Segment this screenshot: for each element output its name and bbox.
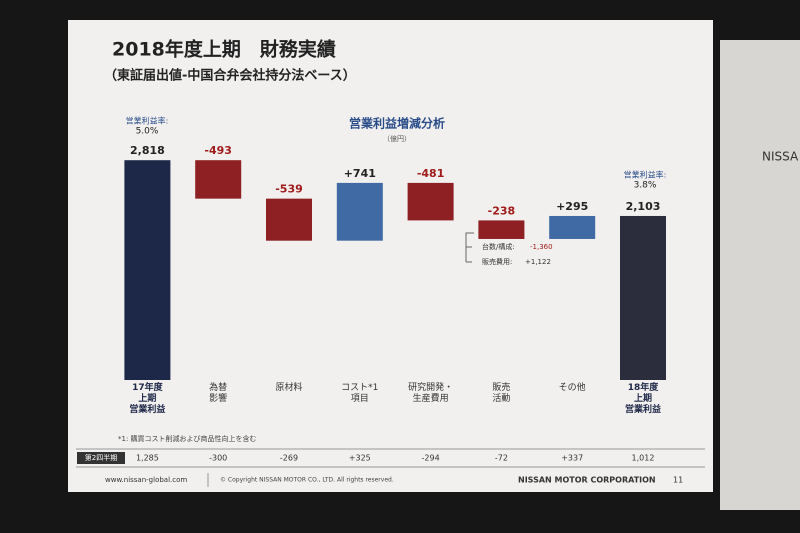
row-value: -300	[209, 454, 227, 463]
value-label: +741	[344, 167, 376, 180]
subtitle: （東証届出値-中国合弁会社持分法ベース）	[104, 68, 356, 84]
breakdown-label: 販売費用:	[482, 257, 512, 266]
x-tick-label: その他	[558, 383, 586, 393]
footnote: *1: 購買コスト削減および商品性向上を含む	[118, 434, 257, 443]
row-value: 1,012	[632, 454, 655, 463]
row-value: -269	[280, 454, 298, 463]
footer-url: www.nissan-global.com	[105, 476, 187, 484]
row-label: 第2四半期	[85, 453, 117, 462]
value-label: -481	[417, 167, 445, 180]
value-label: -493	[204, 144, 232, 157]
x-tick-label: 販売 活動	[492, 383, 511, 404]
breakdown-value: +1,122	[525, 258, 551, 266]
row-label-box	[77, 452, 125, 464]
bar	[478, 220, 525, 239]
unit: （億円）	[383, 134, 411, 143]
row-value: -72	[495, 454, 508, 463]
x-tick-label: 為替 影響	[209, 383, 228, 404]
bracket	[465, 232, 474, 263]
row-value: -294	[422, 454, 440, 463]
x-tick-label: 研究開発・ 生産費用	[408, 383, 454, 404]
x-tick-label: コスト*1 項目	[341, 383, 379, 404]
margin-note: 5.0%	[136, 127, 159, 137]
value-label: 2,818	[130, 144, 165, 157]
bar	[336, 182, 383, 241]
sign-text: NISSA	[762, 150, 799, 164]
x-tick-label: 18年度 上期 営業利益	[624, 383, 661, 415]
footer-copyright: © Copyright NISSAN MOTOR CO., LTD. All r…	[220, 477, 394, 484]
margin-note: 営業利益率:	[126, 116, 169, 126]
slide	[68, 20, 713, 492]
value-label: -238	[488, 204, 516, 217]
bar	[124, 160, 171, 380]
footer-page: 11	[673, 476, 683, 485]
breakdown-label: 台数/構成:	[482, 242, 515, 251]
row-value: +325	[349, 454, 371, 463]
title: 2018年度上期 財務実績	[112, 38, 336, 61]
footer-company: NISSAN MOTOR CORPORATION	[518, 476, 656, 485]
bar	[195, 160, 242, 199]
bar	[549, 215, 596, 239]
bar	[266, 198, 312, 241]
bar	[407, 182, 454, 221]
breakdown-value: -1,360	[530, 243, 553, 251]
value-label: 2,103	[626, 200, 661, 213]
sign-panel	[720, 40, 800, 510]
chart-title: 営業利益増減分析	[349, 116, 445, 131]
value-label: +295	[556, 200, 588, 213]
margin-note: 営業利益率:	[624, 170, 667, 180]
row-value: +337	[561, 454, 583, 463]
margin-note: 3.8%	[634, 181, 657, 191]
x-tick-label: 17年度 上期 営業利益	[129, 383, 166, 415]
x-tick-label: 原材料	[275, 383, 303, 393]
value-label: -539	[275, 183, 303, 196]
row-value: 1,285	[136, 454, 159, 463]
bar	[620, 215, 666, 380]
